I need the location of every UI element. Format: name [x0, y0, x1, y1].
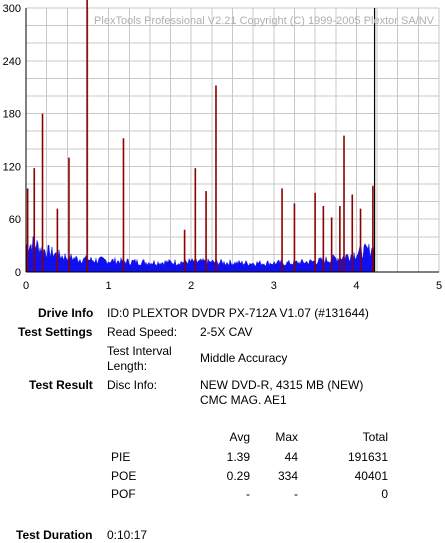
test-duration-label: Test Duration: [16, 528, 93, 542]
y-tick-label: 120: [3, 161, 21, 173]
stats-row-name: POE: [111, 469, 137, 483]
stats-row-avg: 1.39: [226, 450, 250, 464]
y-tick-labels: 0 60 120 180 240 300: [3, 3, 21, 279]
stats-row-avg: 0.29: [226, 469, 250, 483]
test-interval-label-line1: Test Interval: [107, 344, 172, 358]
stats-row-total: 40401: [354, 469, 388, 483]
stats-row-max: 44: [284, 450, 298, 464]
pie-series: [25, 236, 375, 273]
x-tick-label: 5: [436, 280, 442, 292]
x-tick-label: 2: [188, 280, 194, 292]
stats-row-max: -: [294, 487, 298, 501]
stats-row-name: POF: [111, 487, 136, 501]
x-tick-label: 3: [271, 280, 277, 292]
disc-info-value-line2: CMC MAG. AE1: [200, 393, 287, 407]
stats-header-max: Max: [275, 430, 298, 444]
stats-row-total: 191631: [347, 450, 388, 464]
test-result-label: Test Result: [29, 378, 93, 392]
test-interval-label-line2: Length:: [107, 359, 148, 373]
poe-series: [26, 0, 376, 272]
x-tick-label: 1: [106, 280, 112, 292]
stats-row-name: PIE: [111, 450, 131, 464]
read-speed-value: 2-5X CAV: [200, 325, 253, 339]
stats-row-total: 0: [381, 487, 388, 501]
y-tick-label: 0: [15, 267, 21, 279]
x-tick-labels: 0 1 2 3 4 5: [23, 280, 442, 292]
x-tick-label: 4: [353, 280, 359, 292]
stats-header-total: Total: [362, 430, 388, 444]
disc-info-label: Disc Info:: [107, 378, 158, 392]
disc-info-value-line1: NEW DVD-R, 4315 MB (NEW): [200, 378, 364, 392]
read-speed-label: Read Speed:: [107, 325, 178, 339]
stats-row-max: 334: [277, 469, 298, 483]
y-tick-label: 60: [9, 214, 21, 226]
y-tick-label: 300: [3, 3, 21, 15]
drive-info-value: ID:0 PLEXTOR DVDR PX-712A V1.07 (#131644…: [107, 306, 369, 320]
chart-title: PlexTools Professional V2.21 Copyright (…: [94, 15, 435, 27]
stats-row-avg: -: [246, 487, 250, 501]
drive-info-label: Drive Info: [38, 306, 94, 320]
x-tick-label: 0: [23, 280, 29, 292]
chart-axes: [25, 8, 439, 273]
test-duration-value: 0:10:17: [107, 528, 148, 542]
test-settings-label: Test Settings: [18, 325, 93, 339]
y-tick-label: 180: [3, 109, 21, 121]
test-interval-value: Middle Accuracy: [200, 351, 288, 365]
chart-grid: [25, 7, 440, 273]
stats-header-avg: Avg: [229, 430, 250, 444]
error-chart: PlexTools Professional V2.21 Copyright (…: [3, 0, 442, 292]
y-tick-label: 240: [3, 56, 21, 68]
pie-area: [25, 236, 375, 273]
